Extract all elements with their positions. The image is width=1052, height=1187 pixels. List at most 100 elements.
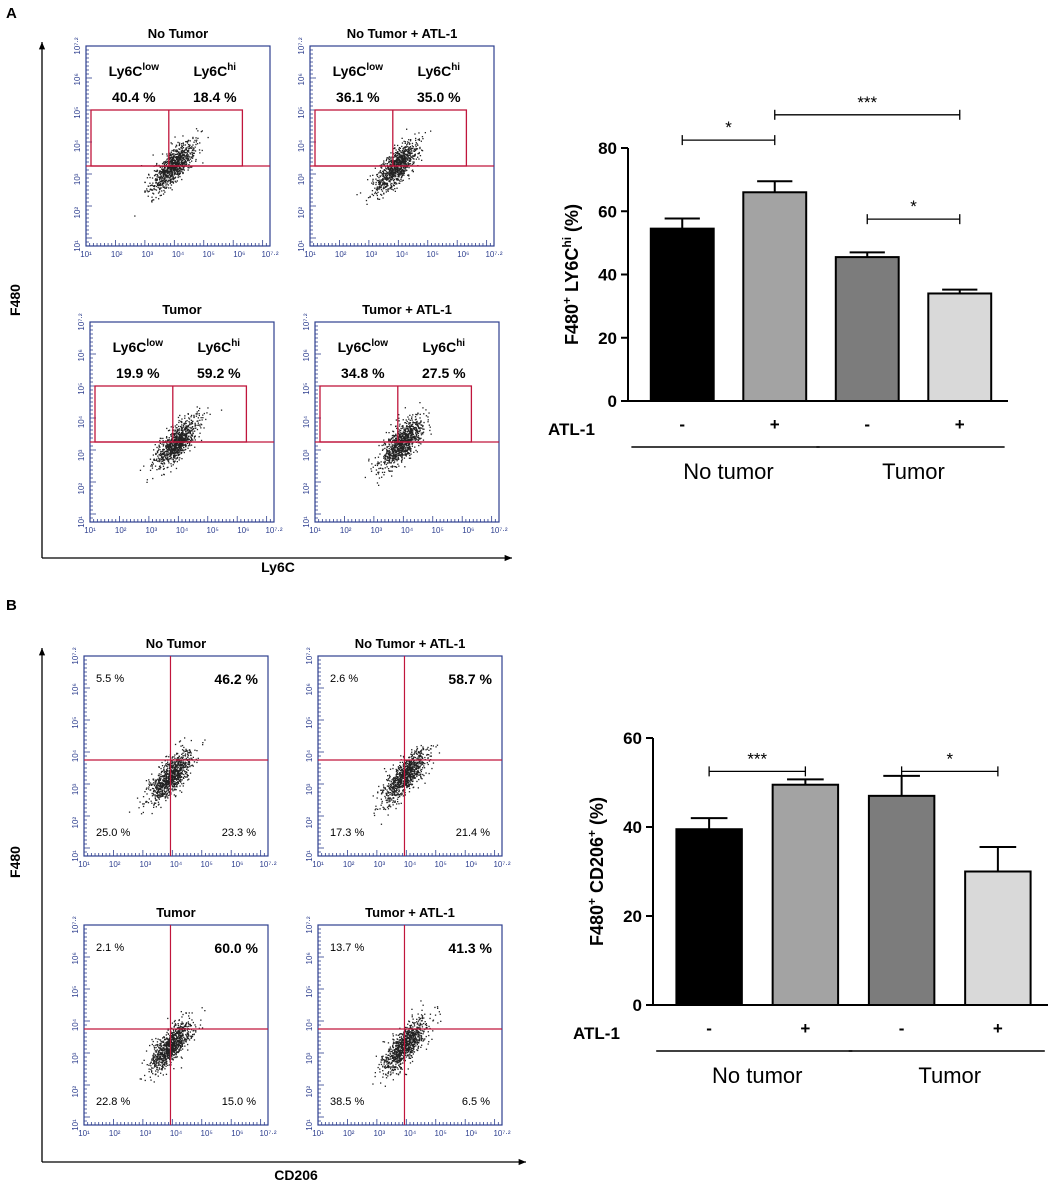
event-dot [372, 183, 374, 185]
event-dot [184, 144, 187, 146]
event-dot [171, 154, 173, 156]
event-dot [175, 467, 178, 470]
event-dot [165, 162, 167, 164]
event-dot [169, 442, 171, 444]
event-dot [189, 430, 192, 433]
x-tick-label: 10² [109, 860, 121, 869]
event-dot [192, 420, 194, 422]
event-dot [174, 156, 176, 158]
event-dot [175, 438, 177, 441]
event-dot [165, 447, 168, 449]
event-dot [182, 444, 184, 446]
event-dot [178, 459, 180, 461]
event-dot [166, 183, 168, 185]
event-dot [410, 152, 413, 154]
event-dot [187, 426, 189, 428]
event-dot [408, 154, 410, 157]
event-dot [405, 442, 407, 445]
event-dot [175, 162, 178, 165]
event-dot [405, 419, 407, 421]
event-dot [174, 460, 176, 462]
event-dot [403, 158, 405, 160]
event-dot [170, 168, 172, 170]
event-dot [144, 181, 146, 183]
event-dot [169, 182, 171, 185]
event-dot [367, 197, 370, 199]
event-dot [194, 427, 196, 429]
event-dot [409, 443, 411, 445]
event-dot [386, 158, 388, 160]
event-dot [401, 454, 404, 456]
event-dot [383, 172, 385, 175]
event-dot [419, 428, 421, 430]
event-dot [164, 785, 166, 787]
event-dot [165, 778, 167, 780]
event-dot [173, 769, 175, 771]
event-dot [398, 433, 400, 435]
event-dot [410, 436, 412, 438]
event-dot [397, 456, 399, 458]
event-dot [173, 159, 175, 161]
event-dot [394, 172, 396, 174]
event-dot [181, 421, 183, 424]
event-dot [391, 167, 393, 170]
event-dot [166, 792, 168, 794]
event-dot [166, 170, 168, 172]
event-dot [148, 190, 150, 192]
event-dot [389, 167, 391, 169]
event-dot [168, 170, 170, 172]
event-dot [162, 184, 164, 187]
event-dot [385, 459, 388, 461]
event-dot [169, 455, 171, 457]
event-dot [195, 158, 197, 161]
event-dot [405, 438, 407, 440]
event-dot [409, 153, 411, 155]
event-dot [166, 164, 168, 166]
event-dot [167, 449, 169, 452]
event-dot [400, 448, 402, 450]
event-dot [174, 773, 176, 776]
gate-label-sup: low [371, 338, 388, 349]
event-dot [174, 136, 176, 138]
event-dot [185, 773, 187, 775]
event-dot [401, 142, 404, 144]
event-dot [201, 149, 203, 152]
event-dot [389, 187, 392, 189]
event-dot [194, 749, 196, 751]
event-dot [171, 149, 173, 152]
event-dot [178, 761, 180, 763]
event-dot [403, 436, 405, 438]
event-dot [404, 162, 406, 165]
event-dot [193, 416, 195, 419]
event-dot [388, 453, 391, 455]
event-dot [161, 450, 163, 452]
event-dot [388, 460, 390, 463]
event-dot [178, 430, 180, 432]
event-dot [184, 737, 186, 739]
event-dot [412, 154, 414, 157]
event-dot [202, 414, 204, 416]
event-dot [406, 453, 409, 455]
event-dot [176, 444, 178, 447]
event-dot [166, 787, 169, 789]
event-dot [417, 430, 419, 432]
event-dot [394, 190, 396, 192]
event-dot [400, 161, 402, 164]
event-dot [403, 153, 405, 155]
event-dot [188, 763, 190, 766]
event-dot [175, 444, 177, 446]
event-dot [193, 148, 195, 150]
event-dot [167, 430, 170, 432]
x-tick-label: 10⁵ [207, 526, 219, 535]
event-dot [165, 756, 167, 758]
event-dot [412, 147, 414, 150]
event-dot [391, 170, 393, 173]
event-dot [404, 157, 406, 159]
event-dot [391, 460, 393, 462]
flow-x-label-a: Ly6C [261, 559, 295, 575]
event-dot [401, 161, 404, 163]
event-dot [166, 451, 168, 453]
event-dot [153, 170, 156, 172]
event-dot [180, 168, 182, 170]
event-dot [152, 189, 154, 191]
